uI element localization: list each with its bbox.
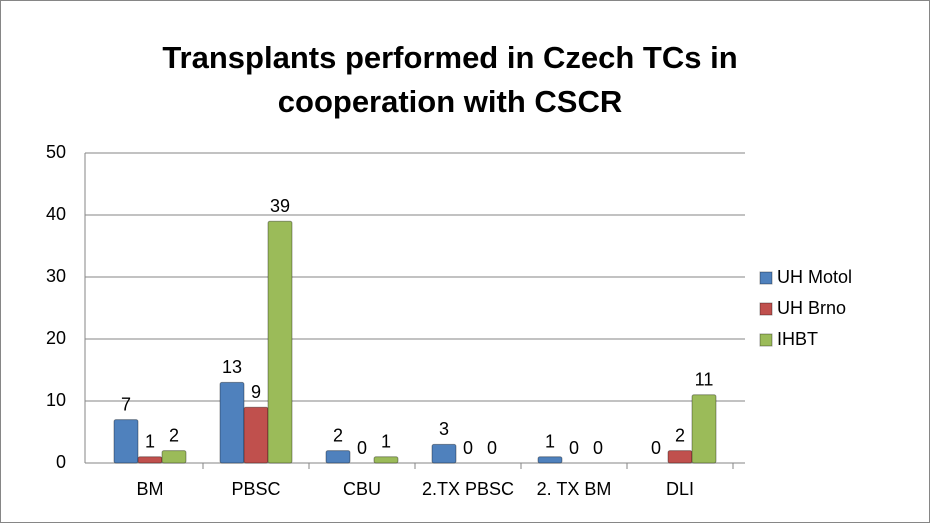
data-label: 0 bbox=[463, 438, 473, 458]
chart-title: Transplants performed in Czech TCs in co… bbox=[162, 40, 738, 119]
data-label: 13 bbox=[222, 357, 242, 377]
bar bbox=[667, 450, 693, 464]
y-tick-label: 30 bbox=[46, 266, 66, 286]
x-tick-label: PBSC bbox=[231, 479, 280, 499]
data-label: 0 bbox=[487, 438, 497, 458]
y-tick-label: 20 bbox=[46, 328, 66, 348]
legend-label: IHBT bbox=[777, 329, 818, 349]
legend-swatch bbox=[759, 333, 773, 347]
x-tick-label: BM bbox=[137, 479, 164, 499]
data-label: 0 bbox=[593, 438, 603, 458]
bar bbox=[219, 381, 245, 464]
y-tick-label: 40 bbox=[46, 204, 66, 224]
bar bbox=[243, 406, 269, 464]
bar bbox=[431, 443, 457, 464]
data-label: 1 bbox=[145, 432, 155, 452]
data-label: 39 bbox=[270, 196, 290, 216]
data-label: 2 bbox=[169, 425, 179, 445]
bar bbox=[373, 456, 399, 464]
data-label: 2 bbox=[333, 425, 343, 445]
y-tick-label: 0 bbox=[56, 452, 66, 472]
legend-label: UH Brno bbox=[777, 298, 846, 318]
legend-swatch bbox=[759, 302, 773, 316]
x-tick-label: DLI bbox=[666, 479, 694, 499]
x-tick-label: CBU bbox=[343, 479, 381, 499]
legend-swatch bbox=[759, 271, 773, 285]
data-label: 2 bbox=[675, 425, 685, 445]
data-label: 0 bbox=[569, 438, 579, 458]
bar bbox=[161, 450, 187, 464]
bar bbox=[137, 456, 163, 464]
bar bbox=[113, 419, 139, 464]
data-label: 9 bbox=[251, 382, 261, 402]
bar bbox=[267, 220, 293, 464]
data-label: 0 bbox=[651, 438, 661, 458]
y-tick-label: 50 bbox=[46, 142, 66, 162]
data-label: 3 bbox=[439, 419, 449, 439]
data-label: 7 bbox=[121, 394, 131, 414]
legend-label: UH Motol bbox=[777, 267, 852, 287]
data-label: 1 bbox=[381, 432, 391, 452]
bar bbox=[691, 394, 717, 464]
x-tick-label: 2.TX PBSC bbox=[422, 479, 514, 499]
bar bbox=[325, 450, 351, 464]
bar bbox=[537, 456, 563, 464]
x-tick-label: 2. TX BM bbox=[537, 479, 612, 499]
y-tick-label: 10 bbox=[46, 390, 66, 410]
data-label: 1 bbox=[545, 432, 555, 452]
data-label: 0 bbox=[357, 438, 367, 458]
data-label: 11 bbox=[695, 370, 714, 390]
